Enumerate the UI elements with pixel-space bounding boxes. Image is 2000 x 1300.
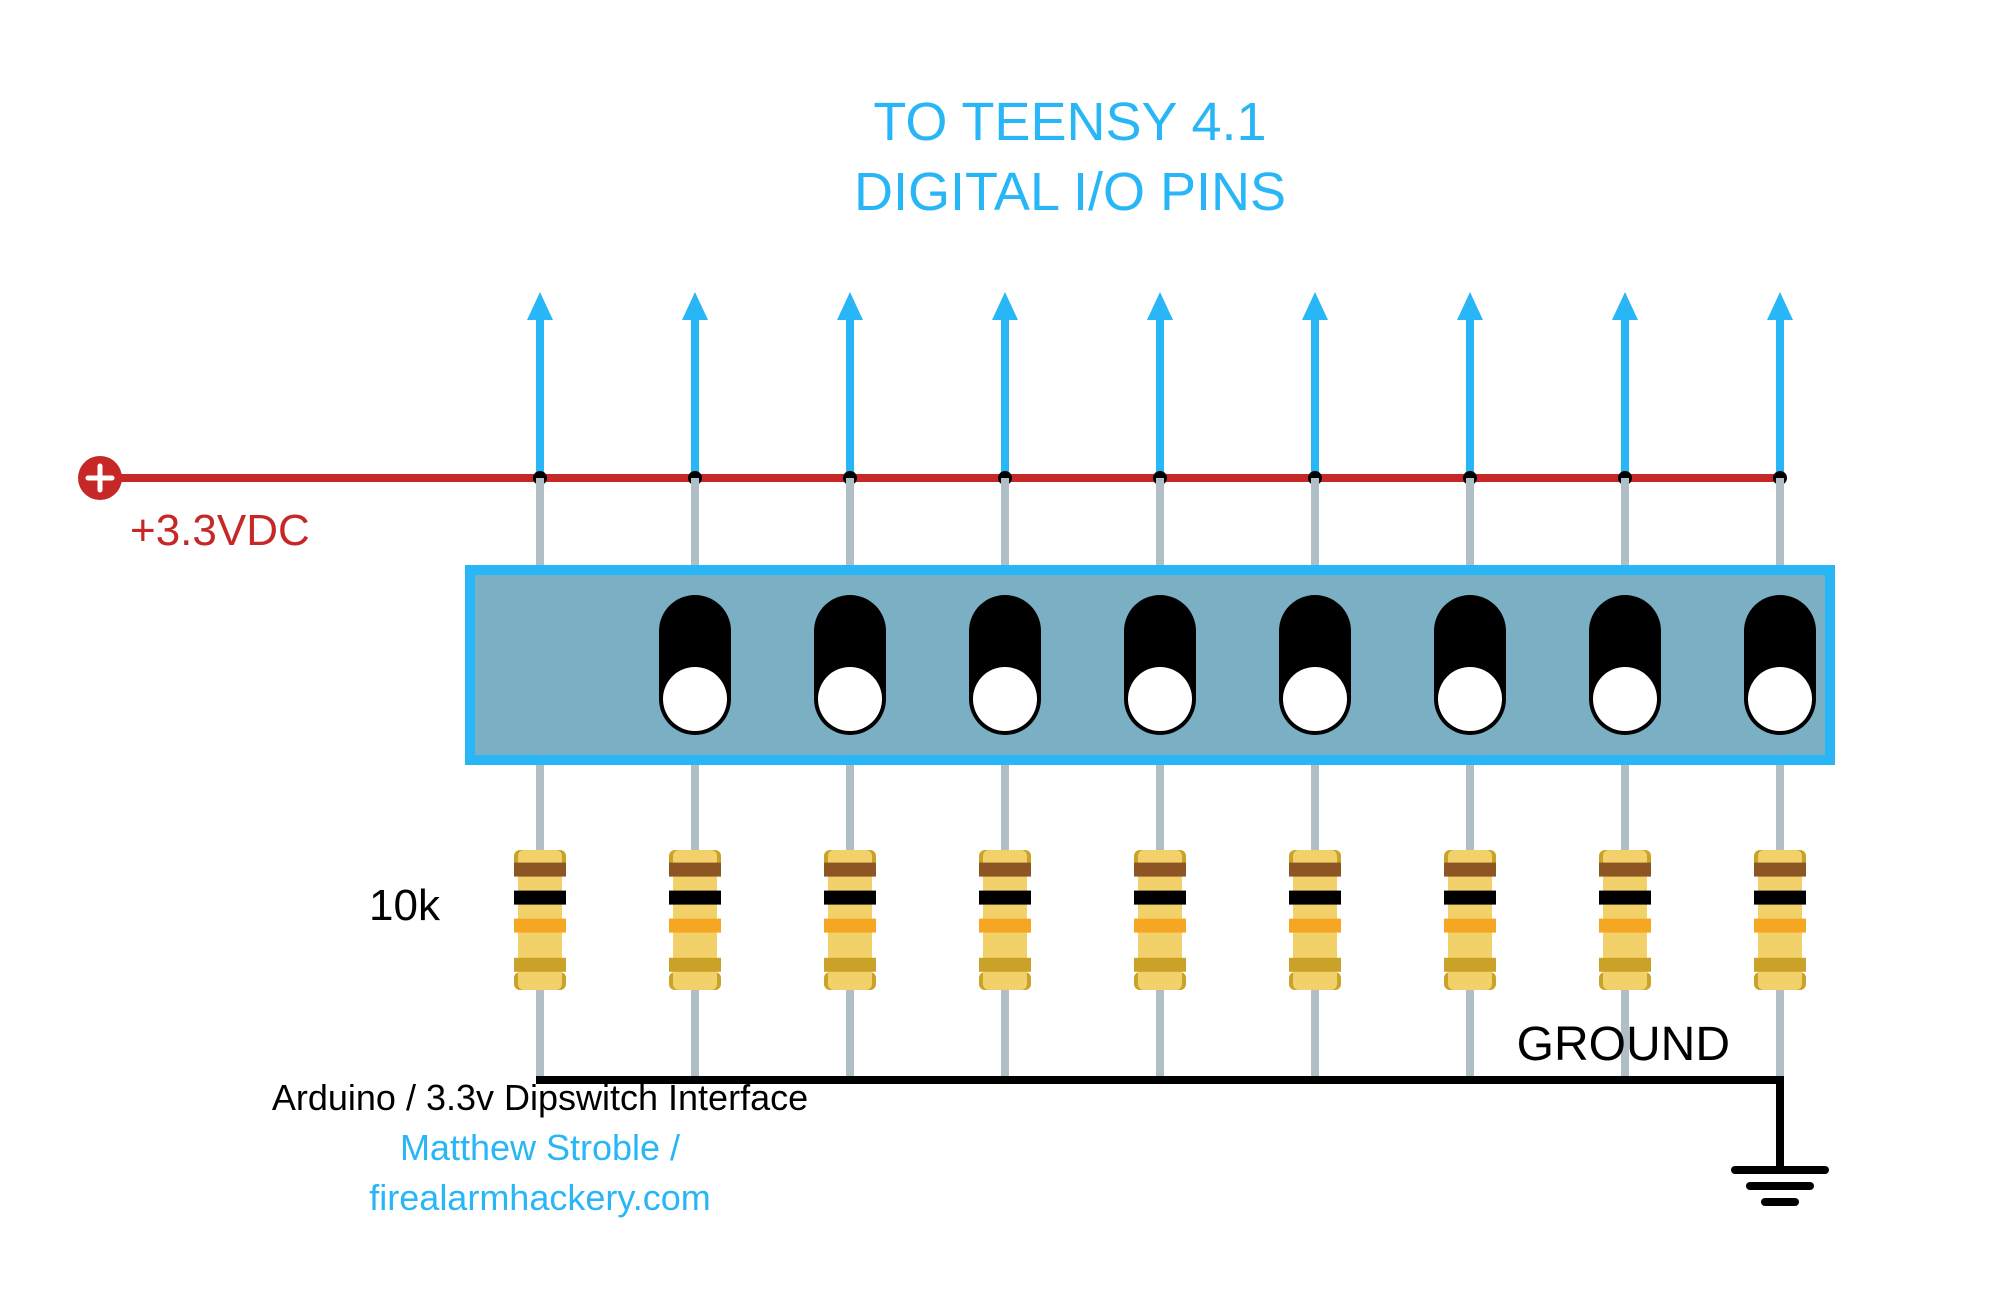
voltage-label: +3.3VDC — [130, 506, 310, 555]
dipswitch-thumb[interactable] — [1283, 667, 1347, 731]
resistor — [1599, 850, 1651, 990]
resistor — [1289, 850, 1341, 990]
header-line-2: DIGITAL I/O PINS — [854, 162, 1286, 222]
header-line-1: TO TEENSY 4.1 — [873, 92, 1266, 152]
dipswitch-thumb[interactable] — [818, 667, 882, 731]
resistor — [669, 850, 721, 990]
dipswitch-thumb[interactable] — [1438, 667, 1502, 731]
resistor — [514, 850, 566, 990]
credit-line-2: Matthew Stroble / — [400, 1127, 680, 1168]
resistor — [1134, 850, 1186, 990]
resistor — [1444, 850, 1496, 990]
credit-line-3: firealarmhackery.com — [369, 1177, 710, 1218]
resistor — [979, 850, 1031, 990]
dipswitch-thumb[interactable] — [1748, 667, 1812, 731]
ground-label: GROUND — [1517, 1018, 1730, 1071]
resistor — [824, 850, 876, 990]
resistor — [1754, 850, 1806, 990]
dipswitch-thumb[interactable] — [663, 667, 727, 731]
resistor-value-label: 10k — [369, 881, 441, 930]
dipswitch-thumb[interactable] — [1593, 667, 1657, 731]
credit-line-1: Arduino / 3.3v Dipswitch Interface — [272, 1077, 808, 1118]
dipswitch-thumb[interactable] — [1128, 667, 1192, 731]
dipswitch-thumb[interactable] — [973, 667, 1037, 731]
